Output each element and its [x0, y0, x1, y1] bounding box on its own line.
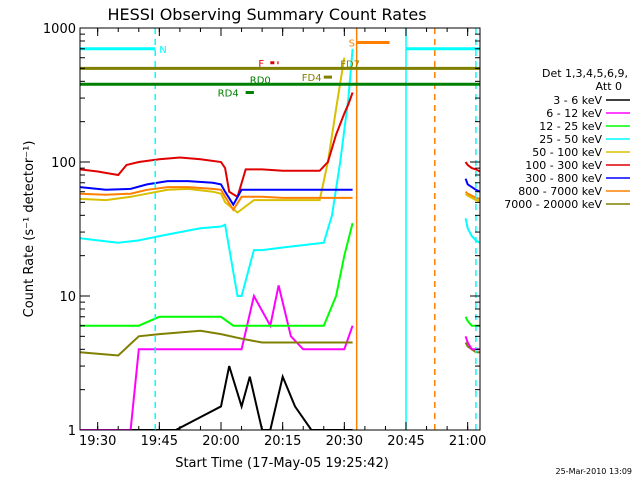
- y-axis-label: Count Rate (s⁻¹ detector⁻¹): [22, 141, 37, 318]
- legend-header-line1: Det 1,3,4,5,6,9,: [542, 67, 628, 80]
- x-tick-label-5: 20:45: [387, 434, 424, 449]
- flag-label-rd4: RD4: [218, 89, 239, 100]
- y-tick-label-2: 100: [51, 156, 76, 171]
- series-post-green: [464, 316, 480, 327]
- series-line-8: [80, 329, 353, 357]
- series-post-cyan: [464, 218, 480, 244]
- legend-label-4: 50 - 100 keV: [532, 146, 602, 159]
- x-tick-label-0: 19:30: [79, 434, 116, 449]
- series-post-blue: [464, 178, 480, 193]
- flag-label-rd0: RD0: [250, 75, 271, 86]
- series-post-red: [464, 161, 480, 173]
- flag-label-fd4: FD4: [302, 73, 322, 84]
- series-line-7: [80, 186, 353, 212]
- series-line-2: [80, 222, 354, 327]
- legend-label-3: 25 - 50 keV: [539, 133, 602, 146]
- flag-label-n: N: [159, 45, 166, 56]
- series-line-4: [80, 57, 346, 214]
- chart-title: HESSI Observing Summary Count Rates: [107, 5, 426, 24]
- y-tick-label-3: 1000: [43, 22, 76, 37]
- series-line-1: [80, 285, 354, 430]
- x-tick-label-4: 20:30: [326, 434, 363, 449]
- flag-label-fd7: FD7: [340, 59, 360, 70]
- series-line-6: [80, 180, 353, 207]
- legend-label-5: 100 - 300 keV: [525, 159, 602, 172]
- legend-label-0: 3 - 6 keV: [553, 94, 602, 107]
- x-tick-label-6: 21:00: [449, 434, 486, 449]
- series-post-orange: [464, 190, 480, 200]
- x-tick-label-3: 20:15: [264, 434, 301, 449]
- legend-header-line2: Att 0: [596, 80, 622, 93]
- series-post-yellow: [464, 192, 480, 203]
- legend-label-7: 800 - 7000 keV: [518, 185, 602, 198]
- flag-label-s: S: [349, 38, 355, 49]
- flag-label-f: F: [258, 59, 264, 70]
- x-tick-label-1: 19:45: [141, 434, 178, 449]
- y-tick-label-1: 10: [59, 290, 76, 305]
- legend-label-1: 6 - 12 keV: [546, 107, 602, 120]
- legend-label-8: 7000 - 20000 keV: [504, 198, 602, 211]
- series-line-5: [80, 92, 354, 199]
- legend-label-6: 300 - 800 keV: [525, 172, 602, 185]
- x-axis-label: Start Time (17-May-05 19:25:42): [175, 456, 389, 471]
- y-tick-label-0: 1: [68, 424, 76, 439]
- legend-label-2: 12 - 25 keV: [539, 120, 602, 133]
- footer-date: 25-Mar-2010 13:09: [556, 467, 633, 476]
- x-tick-label-2: 20:00: [202, 434, 239, 449]
- plot-frame: [79, 27, 481, 431]
- series-line-3: [80, 48, 354, 297]
- series-line-0: [80, 365, 353, 430]
